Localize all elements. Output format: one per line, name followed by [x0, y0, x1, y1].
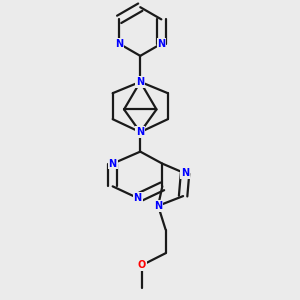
Text: N: N: [154, 201, 162, 211]
Text: N: N: [109, 159, 117, 169]
Text: N: N: [134, 193, 142, 203]
Text: N: N: [181, 168, 189, 178]
Text: N: N: [136, 77, 144, 87]
Text: N: N: [115, 39, 123, 49]
Text: N: N: [136, 127, 144, 137]
Text: O: O: [138, 260, 146, 270]
Text: N: N: [157, 39, 165, 49]
